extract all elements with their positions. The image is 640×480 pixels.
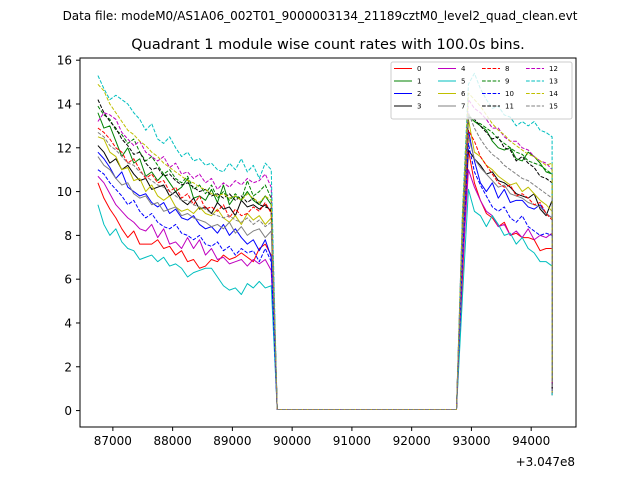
x-tick-label: 87000: [94, 434, 132, 448]
y-tick-label: 14: [57, 97, 72, 111]
y-axis: 0 2 4 6 8 10 12 14 16: [57, 54, 80, 418]
y-tick-label: 2: [64, 360, 72, 374]
y-tick-label: 0: [64, 404, 72, 418]
y-tick-label: 12: [57, 141, 72, 155]
chart-title: Quadrant 1 module wise count rates with …: [131, 37, 525, 53]
y-tick-label: 16: [57, 54, 72, 68]
x-tick-label: 92000: [393, 434, 431, 448]
legend-label: 1: [417, 78, 421, 86]
x-tick-label: 89000: [213, 434, 251, 448]
legend-label: 13: [549, 78, 558, 86]
suptitle: Data file: modeM0/AS1A06_002T01_90000031…: [63, 9, 578, 23]
legend-label: 8: [505, 65, 509, 73]
y-tick-label: 4: [64, 316, 72, 330]
x-offset-label: +3.047e8: [516, 455, 575, 469]
legend-label: 5: [461, 78, 465, 86]
legend-label: 11: [505, 103, 514, 111]
x-tick-label: 93000: [452, 434, 490, 448]
x-tick-label: 88000: [154, 434, 192, 448]
legend-label: 12: [549, 65, 558, 73]
x-tick-label: 91000: [333, 434, 371, 448]
x-tick-label: 94000: [512, 434, 550, 448]
y-tick-label: 10: [57, 185, 72, 199]
legend-label: 4: [461, 65, 466, 73]
legend-label: 2: [417, 90, 421, 98]
legend-label: 9: [505, 78, 509, 86]
y-tick-label: 8: [64, 229, 72, 243]
x-axis: 87000 88000 89000 90000 91000 92000 93000 94000: [94, 427, 550, 448]
legend-frame: [390, 61, 573, 120]
axes-frame: [79, 57, 577, 428]
legend-label: 6: [461, 90, 466, 98]
series-layer: [97, 72, 553, 410]
legend-label: 3: [417, 103, 421, 111]
series-line-15: [97, 112, 553, 410]
x-tick-label: 90000: [273, 434, 311, 448]
legend-label: 14: [549, 90, 558, 98]
legend-label: 15: [549, 103, 558, 111]
legend-label: 7: [461, 103, 465, 111]
legend-label: 10: [505, 90, 514, 98]
legend-label: 0: [417, 65, 421, 73]
y-tick-label: 6: [64, 273, 72, 287]
